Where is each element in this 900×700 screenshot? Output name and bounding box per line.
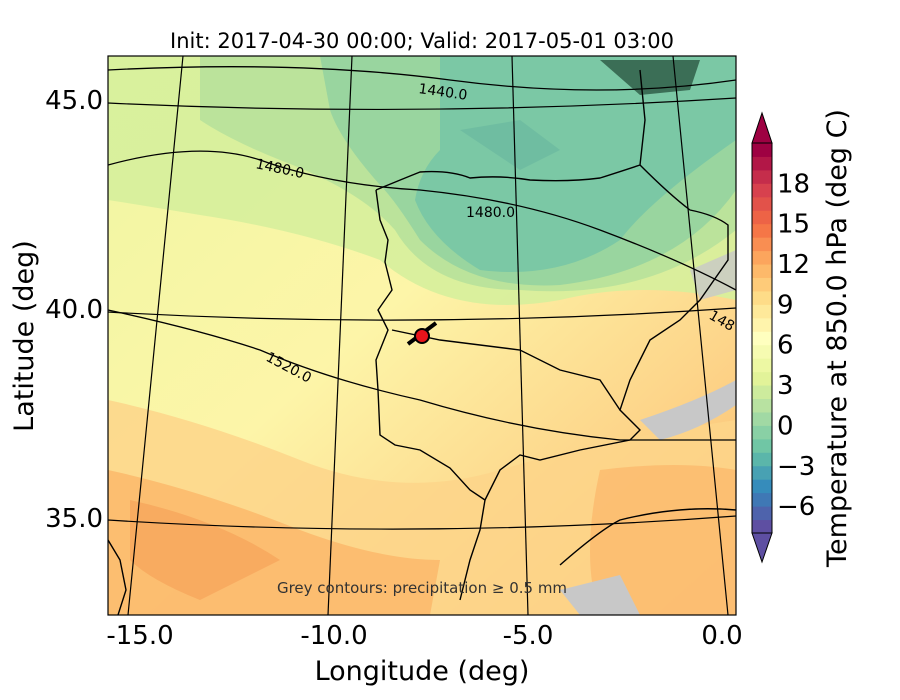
colorbar-band: [752, 465, 772, 480]
y-axis-label: Latitude (deg): [9, 240, 40, 432]
x-tick-labels: -15.0 -10.0 -5.0 0.0: [106, 621, 742, 651]
colorbar-band: [752, 398, 772, 413]
height-contours: [108, 66, 736, 441]
colorbar-tick: 6: [777, 331, 794, 361]
x-tick-label: -10.0: [300, 621, 367, 651]
contour-label: 1480.0: [466, 205, 515, 221]
colorbar-frame: [751, 142, 773, 534]
colorbar-band: [752, 492, 772, 507]
map-title: Init: 2017-04-30 00:00; Valid: 2017-05-0…: [170, 29, 674, 53]
colorbar-tick: 12: [777, 250, 810, 280]
y-tick-label: 35.0: [45, 504, 103, 534]
colorbar-band: [752, 506, 772, 521]
y-tick-labels: 35.0 40.0 45.0: [45, 86, 103, 534]
map-frame: [107, 55, 737, 616]
graticule: [108, 56, 736, 615]
colorbar-tick: −6: [777, 492, 815, 522]
colorbar-tick: 0: [777, 411, 794, 441]
colorbar-tick: −3: [777, 452, 815, 482]
colorbar-band: [752, 304, 772, 319]
colorbar-band: [752, 331, 772, 346]
colorbar-band: [752, 223, 772, 238]
colorbar-band: [752, 411, 772, 426]
colorbar: −6 −3 0 3 6 9 12 15 18 Temperature at 85…: [751, 109, 853, 568]
site-marker: [406, 321, 438, 346]
colorbar-band: [752, 371, 772, 386]
colorbar-ticks: −6 −3 0 3 6 9 12 15 18: [777, 169, 815, 522]
colorbar-band: [752, 385, 772, 400]
colorbar-label: Temperature at 850.0 hPa (deg C): [822, 109, 853, 568]
colorbar-band: [752, 210, 772, 225]
x-tick-label: 0.0: [701, 621, 742, 651]
colorbar-min-extend: [751, 532, 773, 564]
colorbar-band: [752, 519, 772, 534]
y-tick-label: 40.0: [45, 295, 103, 325]
colorbar-band: [752, 169, 772, 184]
colorbar-band: [752, 290, 772, 305]
colorbar-band: [752, 143, 772, 157]
colorbar-band: [752, 344, 772, 359]
colorbar-band: [752, 452, 772, 467]
colorbar-tick: 15: [777, 210, 810, 240]
coastlines: [108, 69, 736, 615]
colorbar-band: [752, 196, 772, 211]
x-tick-label: -5.0: [503, 621, 554, 651]
x-axis-label: Longitude (deg): [315, 656, 530, 687]
colorbar-tick: 18: [777, 169, 810, 199]
map-panel: 1440.0 1480.0 1480.0 1520.0 148 Grey con…: [108, 56, 736, 615]
colorbar-band: [752, 237, 772, 252]
colorbar-band: [752, 277, 772, 292]
y-tick-label: 45.0: [45, 86, 103, 116]
colorbar-band: [752, 479, 772, 494]
colorbar-band: [752, 425, 772, 440]
colorbar-band: [752, 358, 772, 373]
colorbar-band: [752, 438, 772, 453]
marker-dot: [414, 328, 430, 344]
colorbar-band: [752, 317, 772, 332]
colorbar-band: [752, 264, 772, 278]
colorbar-band: [752, 156, 772, 171]
colorbar-band: [752, 183, 772, 198]
colorbar-band: [752, 250, 772, 265]
colorbar-max-extend: [751, 111, 773, 144]
precip-note: Grey contours: precipitation ≥ 0.5 mm: [277, 579, 567, 597]
colorbar-tick: 9: [777, 290, 794, 320]
contour-label: 1440.0: [417, 81, 468, 104]
x-tick-label: -15.0: [106, 621, 173, 651]
colorbar-tick: 3: [777, 371, 794, 401]
